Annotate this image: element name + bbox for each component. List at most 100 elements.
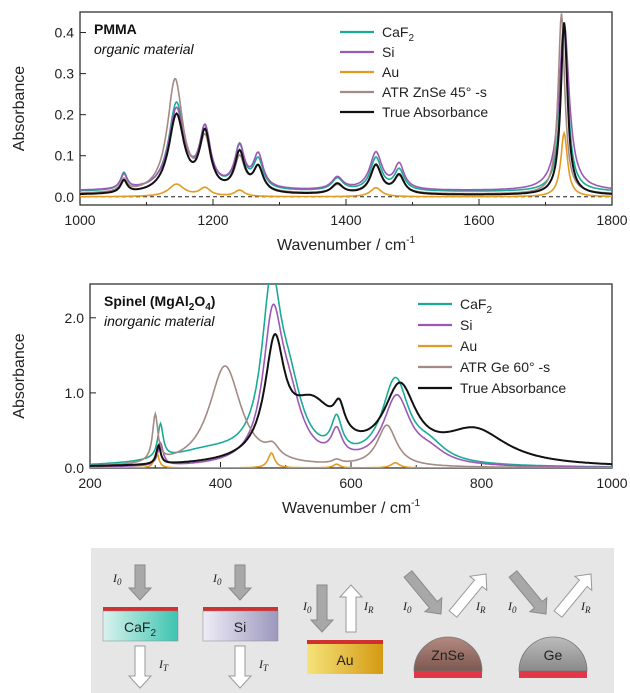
incident-intensity-label-main: I — [402, 599, 408, 613]
legend-label-sub: 2 — [408, 33, 414, 44]
y-tick-label: 0.0 — [65, 460, 85, 476]
legend-label: Si — [460, 317, 472, 333]
reflected-intensity-label: IR — [475, 599, 486, 615]
x-tick-label: 400 — [209, 475, 233, 491]
x-tick-label: 200 — [78, 475, 102, 491]
sample-layer — [519, 671, 587, 678]
reflected-intensity-label: IR — [580, 599, 591, 615]
x-tick-label: 1000 — [596, 475, 627, 491]
material-label-text: ZnSe — [431, 647, 465, 663]
plot-frame — [89, 283, 613, 469]
x-axis-label-sup: -1 — [406, 235, 415, 246]
chart-title-end: ) — [211, 293, 216, 309]
legend-label: Au — [382, 64, 399, 80]
legend-label-text: True Absorbance — [382, 104, 488, 120]
incident-arrow — [127, 564, 153, 601]
reflected-arrow — [448, 573, 488, 618]
series-line-atr-ge-60-s — [90, 365, 612, 468]
incident-intensity-label-sub: 0 — [512, 605, 517, 615]
transmitted-intensity-label: IT — [158, 657, 169, 673]
y-tick-label: 0.3 — [55, 66, 75, 82]
chart-title: PMMA — [94, 21, 137, 37]
series-line-si — [90, 303, 612, 468]
material-label: Ge — [544, 647, 563, 663]
x-tick-label: 1800 — [596, 212, 627, 228]
incident-intensity-label: I0 — [112, 571, 122, 587]
transmitted-intensity-label-main: I — [258, 657, 264, 671]
transmitted-arrow — [227, 645, 253, 689]
material-label-text: CaF — [124, 619, 150, 635]
incident-arrow — [403, 570, 443, 615]
chart-title: Spinel (MgAl2O4) — [104, 293, 215, 313]
incident-intensity-label-sub: 0 — [217, 577, 222, 587]
incident-intensity-label-main: I — [112, 571, 118, 585]
legend-label-text: Au — [460, 338, 477, 354]
atr-crystal — [413, 636, 483, 672]
reflected-intensity-label-main: I — [580, 599, 586, 613]
x-axis-label: Wavenumber / cm-1 — [277, 235, 416, 254]
chart-1: 1000 1200 1400 1600 1800 0.0 0.1 0.2 0.3 0.4 Waven… — [11, 11, 628, 254]
incident-arrow — [508, 570, 548, 615]
reflected-intensity-label: IR — [363, 599, 374, 615]
legend-label: ATR ZnSe 45° -s — [382, 84, 487, 100]
legend-label-sub: 2 — [486, 305, 492, 316]
substrate-window — [202, 610, 279, 642]
legend-label: ATR Ge 60° -s — [460, 359, 550, 375]
y-axis-label: Absorbance — [11, 66, 28, 151]
sample-layer — [414, 671, 482, 678]
series-line-true-absorbance — [90, 332, 612, 467]
incident-arrow — [227, 564, 253, 601]
legend-label-text: Si — [382, 44, 394, 60]
legend-label-text: True Absorbance — [460, 380, 566, 396]
incident-intensity-label-main: I — [507, 599, 513, 613]
series-line-au — [80, 130, 612, 198]
legend-label: True Absorbance — [460, 380, 566, 396]
chart-title-tail: O — [194, 293, 205, 309]
x-axis-label-text: Wavenumber / cm — [277, 237, 406, 254]
incident-intensity-label: I0 — [302, 599, 312, 615]
x-tick-label: 1400 — [330, 212, 361, 228]
reflected-intensity-label-sub: R — [367, 605, 374, 615]
coating-layer — [203, 607, 278, 611]
y-tick-label: 1.0 — [65, 385, 85, 401]
y-tick-label: 0.2 — [55, 107, 75, 123]
transmitted-intensity-label: IT — [258, 657, 269, 673]
substrate-window — [102, 610, 179, 642]
incident-intensity-label-sub: 0 — [307, 605, 312, 615]
chart-subtitle: inorganic material — [104, 313, 215, 329]
chart-title-sub2: 4 — [205, 302, 211, 313]
x-axis-label: Wavenumber / cm-1 — [282, 498, 421, 517]
legend-label: Au — [460, 338, 477, 354]
series-line-si — [80, 22, 612, 191]
legend-label: CaF2 — [460, 296, 492, 316]
material-label-text: Si — [234, 619, 246, 635]
y-tick-label: 2.0 — [65, 310, 85, 326]
reflected-intensity-label-main: I — [363, 599, 369, 613]
incident-intensity-label: I0 — [507, 599, 517, 615]
chart-subtitle: organic material — [94, 41, 194, 57]
transmitted-intensity-label-sub: T — [263, 663, 269, 673]
y-tick-label: 0.1 — [55, 148, 75, 164]
x-tick-label: 1000 — [64, 212, 95, 228]
reflected-intensity-label-sub: R — [584, 605, 591, 615]
transmitted-arrow — [127, 645, 153, 689]
series-line-au — [90, 451, 612, 468]
incident-intensity-label-sub: 0 — [117, 577, 122, 587]
reflected-intensity-label-sub: R — [479, 605, 486, 615]
reflected-intensity-label-main: I — [475, 599, 481, 613]
y-axis-label: Absorbance — [11, 333, 28, 418]
x-tick-label: 600 — [339, 475, 363, 491]
legend-label: Si — [382, 44, 394, 60]
legend-label: CaF2 — [382, 24, 414, 44]
coating-layer — [307, 640, 383, 644]
legend-label-text: ATR Ge 60° -s — [460, 359, 550, 375]
series-line-true-absorbance — [80, 22, 612, 196]
incident-intensity-label: I0 — [212, 571, 222, 587]
legend-label-text: Si — [460, 317, 472, 333]
atr-crystal — [518, 636, 588, 672]
material-label: CaF2 — [124, 619, 156, 639]
